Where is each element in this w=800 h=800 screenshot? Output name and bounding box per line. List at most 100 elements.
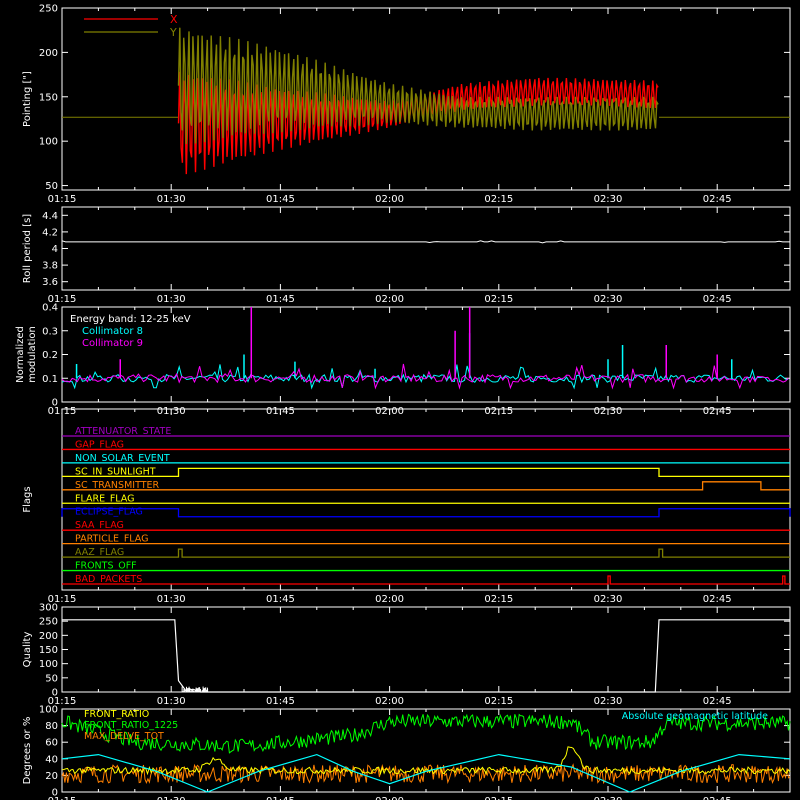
ratios-x-tick-label: 02:45 [703,796,732,800]
pointing-y-tick-label: 250 [39,4,58,15]
pointing-y-tick-label: 100 [39,137,58,148]
flag-label-sc_in_sunlight: SC_IN_SUNLIGHT [75,466,156,477]
pointing-x-tick-label: 02:30 [594,194,623,205]
ratios-x-tick-label: 01:45 [266,796,295,800]
pointing-x-tick-label: 01:15 [48,194,77,205]
pointing-y-tick-label: 150 [39,92,58,103]
pointing-x-tick-label: 01:30 [157,194,186,205]
ratios-legend-label-latitude: Absolute geomagnetic latitude [622,711,768,722]
flags-x-tick-label: 01:45 [266,594,295,605]
flag-line-eclipse_flag [61,508,791,518]
roll-frame [61,206,791,291]
ratios-series-max-delve-tot [61,763,791,785]
quality-y-tick-label: 300 [39,603,58,614]
roll-x-tick-label: 02:00 [375,294,404,305]
pointing-x-tick-label: 02:45 [703,194,732,205]
ratios-y-tick-label: 40 [45,754,58,765]
quality-x-tick-label: 02:30 [594,696,623,707]
ratios-legend-label: FRONT_RATIO [84,709,149,720]
panel-flags: 01:15 01:30 01:45 02:00 02:15 02:30 02:45 Flags… [22,408,791,605]
roll-x-tick-label: 01:30 [157,294,186,305]
quality-y-tick-label: 200 [39,631,58,642]
flags-x-tick-label: 02:45 [703,594,732,605]
pointing-ylabel: Pointing ["] [22,71,33,127]
quality-y-tick-label: 100 [39,659,58,670]
quality-x-tick-label: 02:15 [484,696,513,707]
ratios-y-tick-label: 60 [45,738,58,749]
roll-x-tick-label: 02:15 [484,294,513,305]
panel-roll: 01:15 01:30 01:45 02:00 02:15 02:30 02:45 Roll … [22,206,791,305]
ratios-ylabel: Degrees or % [22,717,33,785]
roll-y-tick-label: 3.6 [42,277,58,288]
flag-label-attenuator_state: ATTENUATOR_STATE [75,426,171,437]
quality-x-tick-label: 01:15 [48,696,77,707]
quality-y-tick-label: 0 [52,688,58,699]
flag-label-aaz_flag: AAZ_FLAG [75,547,124,558]
panel-quality: 01:15 01:30 01:45 02:00 02:15 02:30 02:45 Quali… [22,603,791,707]
modulation-y-tick-label: 0.3 [42,326,58,337]
flags-x-tick-label: 02:00 [375,594,404,605]
roll-y-tick-label: 4.4 [42,211,58,222]
ratios-x-tick-label: 01:30 [157,796,186,800]
ratios-series-latitude [61,753,791,793]
flag-label-eclipse_flag: ECLIPSE_FLAG [75,507,143,518]
modulation-y-tick-label: 0 [52,398,58,409]
quality-x-tick-label: 02:00 [375,696,404,707]
flag-line-sc_transmitter [62,481,790,491]
roll-y-tick-label: 3.8 [42,261,58,272]
flag-label-flare_flag: FLARE_FLAG [75,493,135,504]
flags-x-tick-label: 02:30 [594,594,623,605]
pointing-x-tick-label: 02:00 [375,194,404,205]
pointing-y-tick-label: 50 [45,181,58,192]
roll-ylabel: Roll period [s] [22,214,33,283]
quality-series [62,619,790,693]
modulation-series-1 [61,363,789,390]
flag-line-sc_in_sunlight [62,467,790,478]
flag-label-fronts_off: FRONTS_OFF [75,561,137,572]
flag-label-bad_packets: BAD_PACKETS [75,574,142,585]
flag-label-sc_transmitter: SC_TRANSMITTER [75,480,160,491]
ratios-x-tick-label: 02:00 [375,796,404,800]
modulation-legend-label: Collimator 9 [82,338,143,349]
roll-series [61,240,790,244]
modulation-ylabel: Normalized [15,326,26,383]
pointing-series-Y [177,27,659,145]
quality-ylabel: Quality [22,632,33,668]
modulation-y-tick-label: 0.1 [42,374,58,385]
ratios-x-tick-label: 01:15 [48,796,77,800]
ratios-y-tick-label: 100 [39,705,58,716]
ratios-y-tick-label: 80 [45,721,58,732]
flags-x-tick-label: 02:15 [484,594,513,605]
roll-x-tick-label: 02:30 [594,294,623,305]
quality-x-tick-label: 02:45 [703,696,732,707]
modulation-ylabel: modulation [27,326,38,383]
ratios-y-tick-label: 20 [45,771,58,782]
pointing-x-tick-label: 01:45 [266,194,295,205]
modulation-y-tick-label: 0.2 [42,350,58,361]
ratios-x-tick-label: 02:30 [594,796,623,800]
modulation-annotation: Energy band: 12-25 keV [70,314,191,325]
ratios-series-front-ratio [61,746,791,776]
quality-x-tick-label: 01:30 [157,696,186,707]
ratios-series-front-ratio-1225 [61,713,791,754]
quality-x-tick-label: 01:45 [266,696,295,707]
flag-label-saa_flag: SAA_FLAG [75,520,124,531]
flags-ylabel: Flags [22,486,33,512]
modulation-legend-label: Collimator 8 [82,326,143,337]
panels-group: 01:15 01:30 01:45 02:00 02:15 02:30 02:45 Point… [15,4,791,800]
roll-y-tick-label: 4.2 [42,227,58,238]
flag-label-non_solar_event: NON_SOLAR_EVENT [75,453,170,464]
panel-pointing: 01:15 01:30 01:45 02:00 02:15 02:30 02:45 Point… [22,4,791,205]
pointing-legend-label-X: X [170,13,178,26]
flags-x-tick-label: 01:30 [157,594,186,605]
roll-x-tick-label: 01:15 [48,294,77,305]
flag-line-aaz_flag [62,548,790,558]
flag-label-gap_flag: GAP_FLAG [75,439,124,450]
ratios-legend-label: MAX_DELVE_TOT [84,731,164,742]
roll-x-tick-label: 02:45 [703,294,732,305]
ratios-x-tick-label: 02:15 [484,796,513,800]
pointing-x-tick-label: 02:15 [484,194,513,205]
quality-y-tick-label: 50 [45,673,58,684]
quality-y-tick-label: 250 [39,617,58,628]
quality-y-tick-label: 150 [39,645,58,656]
